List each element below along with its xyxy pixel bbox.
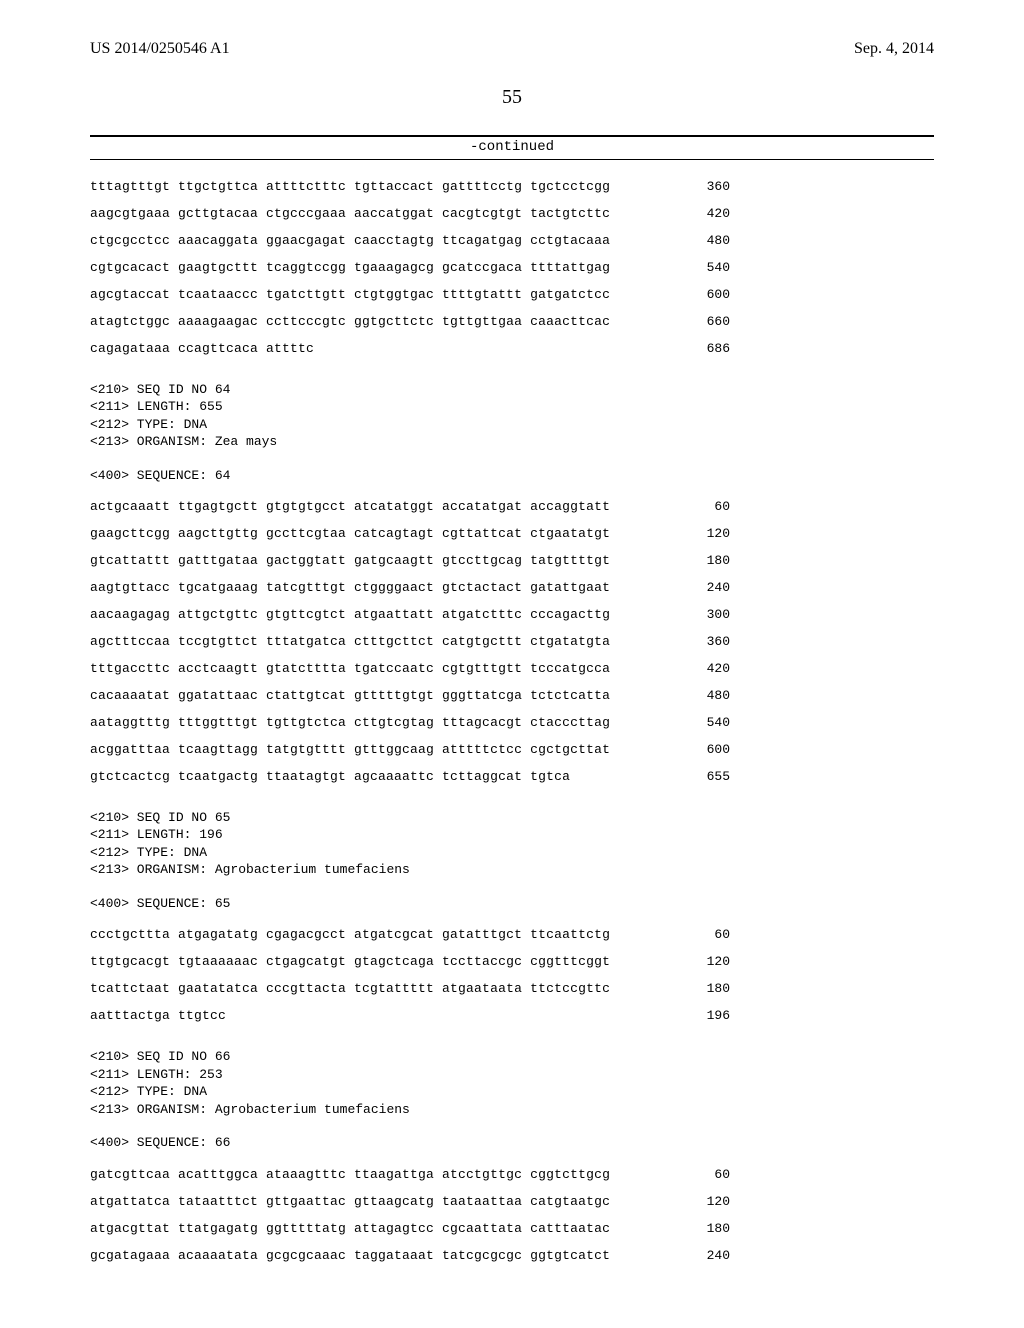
sequence-line: cgtgcacact gaagtgcttt tcaggtccgg tgaaaga… [90,261,730,276]
sequence-position: 420 [690,662,730,677]
sequence-line: ccctgcttta atgagatatg cgagacgcct atgatcg… [90,928,730,943]
sequence-line: gtcattattt gatttgataa gactggtatt gatgcaa… [90,554,730,569]
sequence-position: 660 [690,315,730,330]
sequence-position: 120 [690,527,730,542]
page: US 2014/0250546 A1 Sep. 4, 2014 55 -cont… [0,0,1024,1328]
seq-block-64: actgcaaatt ttgagtgctt gtgtgtgcct atcatat… [90,500,934,784]
sequence-position: 360 [690,180,730,195]
sequence-position: 480 [690,689,730,704]
sequence-text: ccctgcttta atgagatatg cgagacgcct atgatcg… [90,928,610,943]
sequence-text: cgtgcacact gaagtgcttt tcaggtccgg tgaaaga… [90,261,610,276]
page-header: US 2014/0250546 A1 Sep. 4, 2014 [90,40,934,58]
sequence-line: atgacgttat ttatgagatg ggtttttatg attagag… [90,1222,730,1237]
sequence-position: 180 [690,1222,730,1237]
sequence-position: 540 [690,716,730,731]
sequence-text: aagcgtgaaa gcttgtacaa ctgcccgaaa aaccatg… [90,207,610,222]
publication-date: Sep. 4, 2014 [854,40,934,58]
sequence-line: gtctcactcg tcaatgactg ttaatagtgt agcaaaa… [90,770,730,785]
sequence-position: 540 [690,261,730,276]
sequence-position: 686 [690,342,730,357]
sequence-text: ttgtgcacgt tgtaaaaaac ctgagcatgt gtagctc… [90,955,610,970]
sequence-line: aatttactga ttgtcc 196 [90,1009,730,1024]
sequence-position: 300 [690,608,730,623]
sequence-line: aagtgttacc tgcatgaaag tatcgtttgt ctgggga… [90,581,730,596]
sequence-position: 240 [690,1249,730,1264]
seq-label-64: <400> SEQUENCE: 64 [90,467,934,485]
sequence-position: 480 [690,234,730,249]
sequence-text: ctgcgcctcc aaacaggata ggaacgagat caaccta… [90,234,610,249]
sequence-line: agcgtaccat tcaataaccc tgatcttgtt ctgtggt… [90,288,730,303]
sequence-text: atagtctggc aaaagaagac ccttcccgtc ggtgctt… [90,315,610,330]
sequence-line: tttgaccttc acctcaagtt gtatctttta tgatcca… [90,662,730,677]
sequence-text: gaagcttcgg aagcttgttg gccttcgtaa catcagt… [90,527,610,542]
sequence-line: aataggtttg tttggtttgt tgttgtctca cttgtcg… [90,716,730,731]
sequence-text: agcgtaccat tcaataaccc tgatcttgtt ctgtggt… [90,288,610,303]
sequence-line: tttagtttgt ttgctgttca attttctttc tgttacc… [90,180,730,195]
sequence-text: gcgatagaaa acaaaatata gcgcgcaaac taggata… [90,1249,610,1264]
seq-block-66: gatcgttcaa acatttggca ataaagtttc ttaagat… [90,1168,934,1264]
sequence-line: aagcgtgaaa gcttgtacaa ctgcccgaaa aaccatg… [90,207,730,222]
sequence-text: atgacgttat ttatgagatg ggtttttatg attagag… [90,1222,610,1237]
sequence-text: aataggtttg tttggtttgt tgttgtctca cttgtcg… [90,716,610,731]
sequence-line: gatcgttcaa acatttggca ataaagtttc ttaagat… [90,1168,730,1183]
seq-label-65: <400> SEQUENCE: 65 [90,895,934,913]
sequence-line: acggatttaa tcaagttagg tatgtgtttt gtttggc… [90,743,730,758]
page-number: 55 [90,86,934,109]
sequence-position: 196 [690,1009,730,1024]
sequence-position: 60 [690,928,730,943]
sequence-line: actgcaaatt ttgagtgctt gtgtgtgcct atcatat… [90,500,730,515]
sequence-text: actgcaaatt ttgagtgctt gtgtgtgcct atcatat… [90,500,610,515]
sequence-text: atgattatca tataatttct gttgaattac gttaagc… [90,1195,610,1210]
sequence-position: 420 [690,207,730,222]
sequence-text: tcattctaat gaatatatca cccgttacta tcgtatt… [90,982,610,997]
sequence-text: acggatttaa tcaagttagg tatgtgtttt gtttggc… [90,743,610,758]
sequence-line: atagtctggc aaaagaagac ccttcccgtc ggtgctt… [90,315,730,330]
sequence-line: cagagataaa ccagttcaca attttc 686 [90,342,730,357]
sequence-position: 180 [690,982,730,997]
seq-meta-64: <210> SEQ ID NO 64 <211> LENGTH: 655 <21… [90,381,934,451]
sequence-text: aatttactga ttgtcc [90,1009,226,1024]
sequence-line: tcattctaat gaatatatca cccgttacta tcgtatt… [90,982,730,997]
publication-number: US 2014/0250546 A1 [90,40,230,58]
seq-meta-66: <210> SEQ ID NO 66 <211> LENGTH: 253 <21… [90,1048,934,1118]
seq-label-66: <400> SEQUENCE: 66 [90,1134,934,1152]
sequence-line: atgattatca tataatttct gttgaattac gttaagc… [90,1195,730,1210]
sequence-text: gtcattattt gatttgataa gactggtatt gatgcaa… [90,554,610,569]
sequence-position: 655 [690,770,730,785]
sequence-text: aacaagagag attgctgttc gtgttcgtct atgaatt… [90,608,610,623]
seq-block-65: ccctgcttta atgagatatg cgagacgcct atgatcg… [90,928,934,1024]
sequence-line: gcgatagaaa acaaaatata gcgcgcaaac taggata… [90,1249,730,1264]
sequence-line: ttgtgcacgt tgtaaaaaac ctgagcatgt gtagctc… [90,955,730,970]
sequence-text: aagtgttacc tgcatgaaag tatcgtttgt ctgggga… [90,581,610,596]
sequence-position: 600 [690,288,730,303]
sequence-text: agctttccaa tccgtgttct tttatgatca ctttgct… [90,635,610,650]
sequence-text: cacaaaatat ggatattaac ctattgtcat gtttttg… [90,689,610,704]
sequence-text: gatcgttcaa acatttggca ataaagtttc ttaagat… [90,1168,610,1183]
top-rule [90,135,934,137]
sequence-position: 240 [690,581,730,596]
seq-meta-65: <210> SEQ ID NO 65 <211> LENGTH: 196 <21… [90,809,934,879]
sequence-position: 60 [690,500,730,515]
sequence-position: 120 [690,955,730,970]
sequence-position: 360 [690,635,730,650]
sequence-text: tttgaccttc acctcaagtt gtatctttta tgatcca… [90,662,610,677]
sequence-line: ctgcgcctcc aaacaggata ggaacgagat caaccta… [90,234,730,249]
sequence-line: aacaagagag attgctgttc gtgttcgtct atgaatt… [90,608,730,623]
sequence-text: cagagataaa ccagttcaca attttc [90,342,314,357]
continued-label: -continued [90,139,934,155]
sequence-line: agctttccaa tccgtgttct tttatgatca ctttgct… [90,635,730,650]
sequence-position: 120 [690,1195,730,1210]
sequence-text: gtctcactcg tcaatgactg ttaatagtgt agcaaaa… [90,770,570,785]
sequence-line: gaagcttcgg aagcttgttg gccttcgtaa catcagt… [90,527,730,542]
sequence-position: 180 [690,554,730,569]
sequence-position: 60 [690,1168,730,1183]
sequence-position: 600 [690,743,730,758]
sub-rule [90,159,934,160]
seq-block-continuation: tttagtttgt ttgctgttca attttctttc tgttacc… [90,180,934,357]
sequence-text: tttagtttgt ttgctgttca attttctttc tgttacc… [90,180,610,195]
sequence-line: cacaaaatat ggatattaac ctattgtcat gtttttg… [90,689,730,704]
